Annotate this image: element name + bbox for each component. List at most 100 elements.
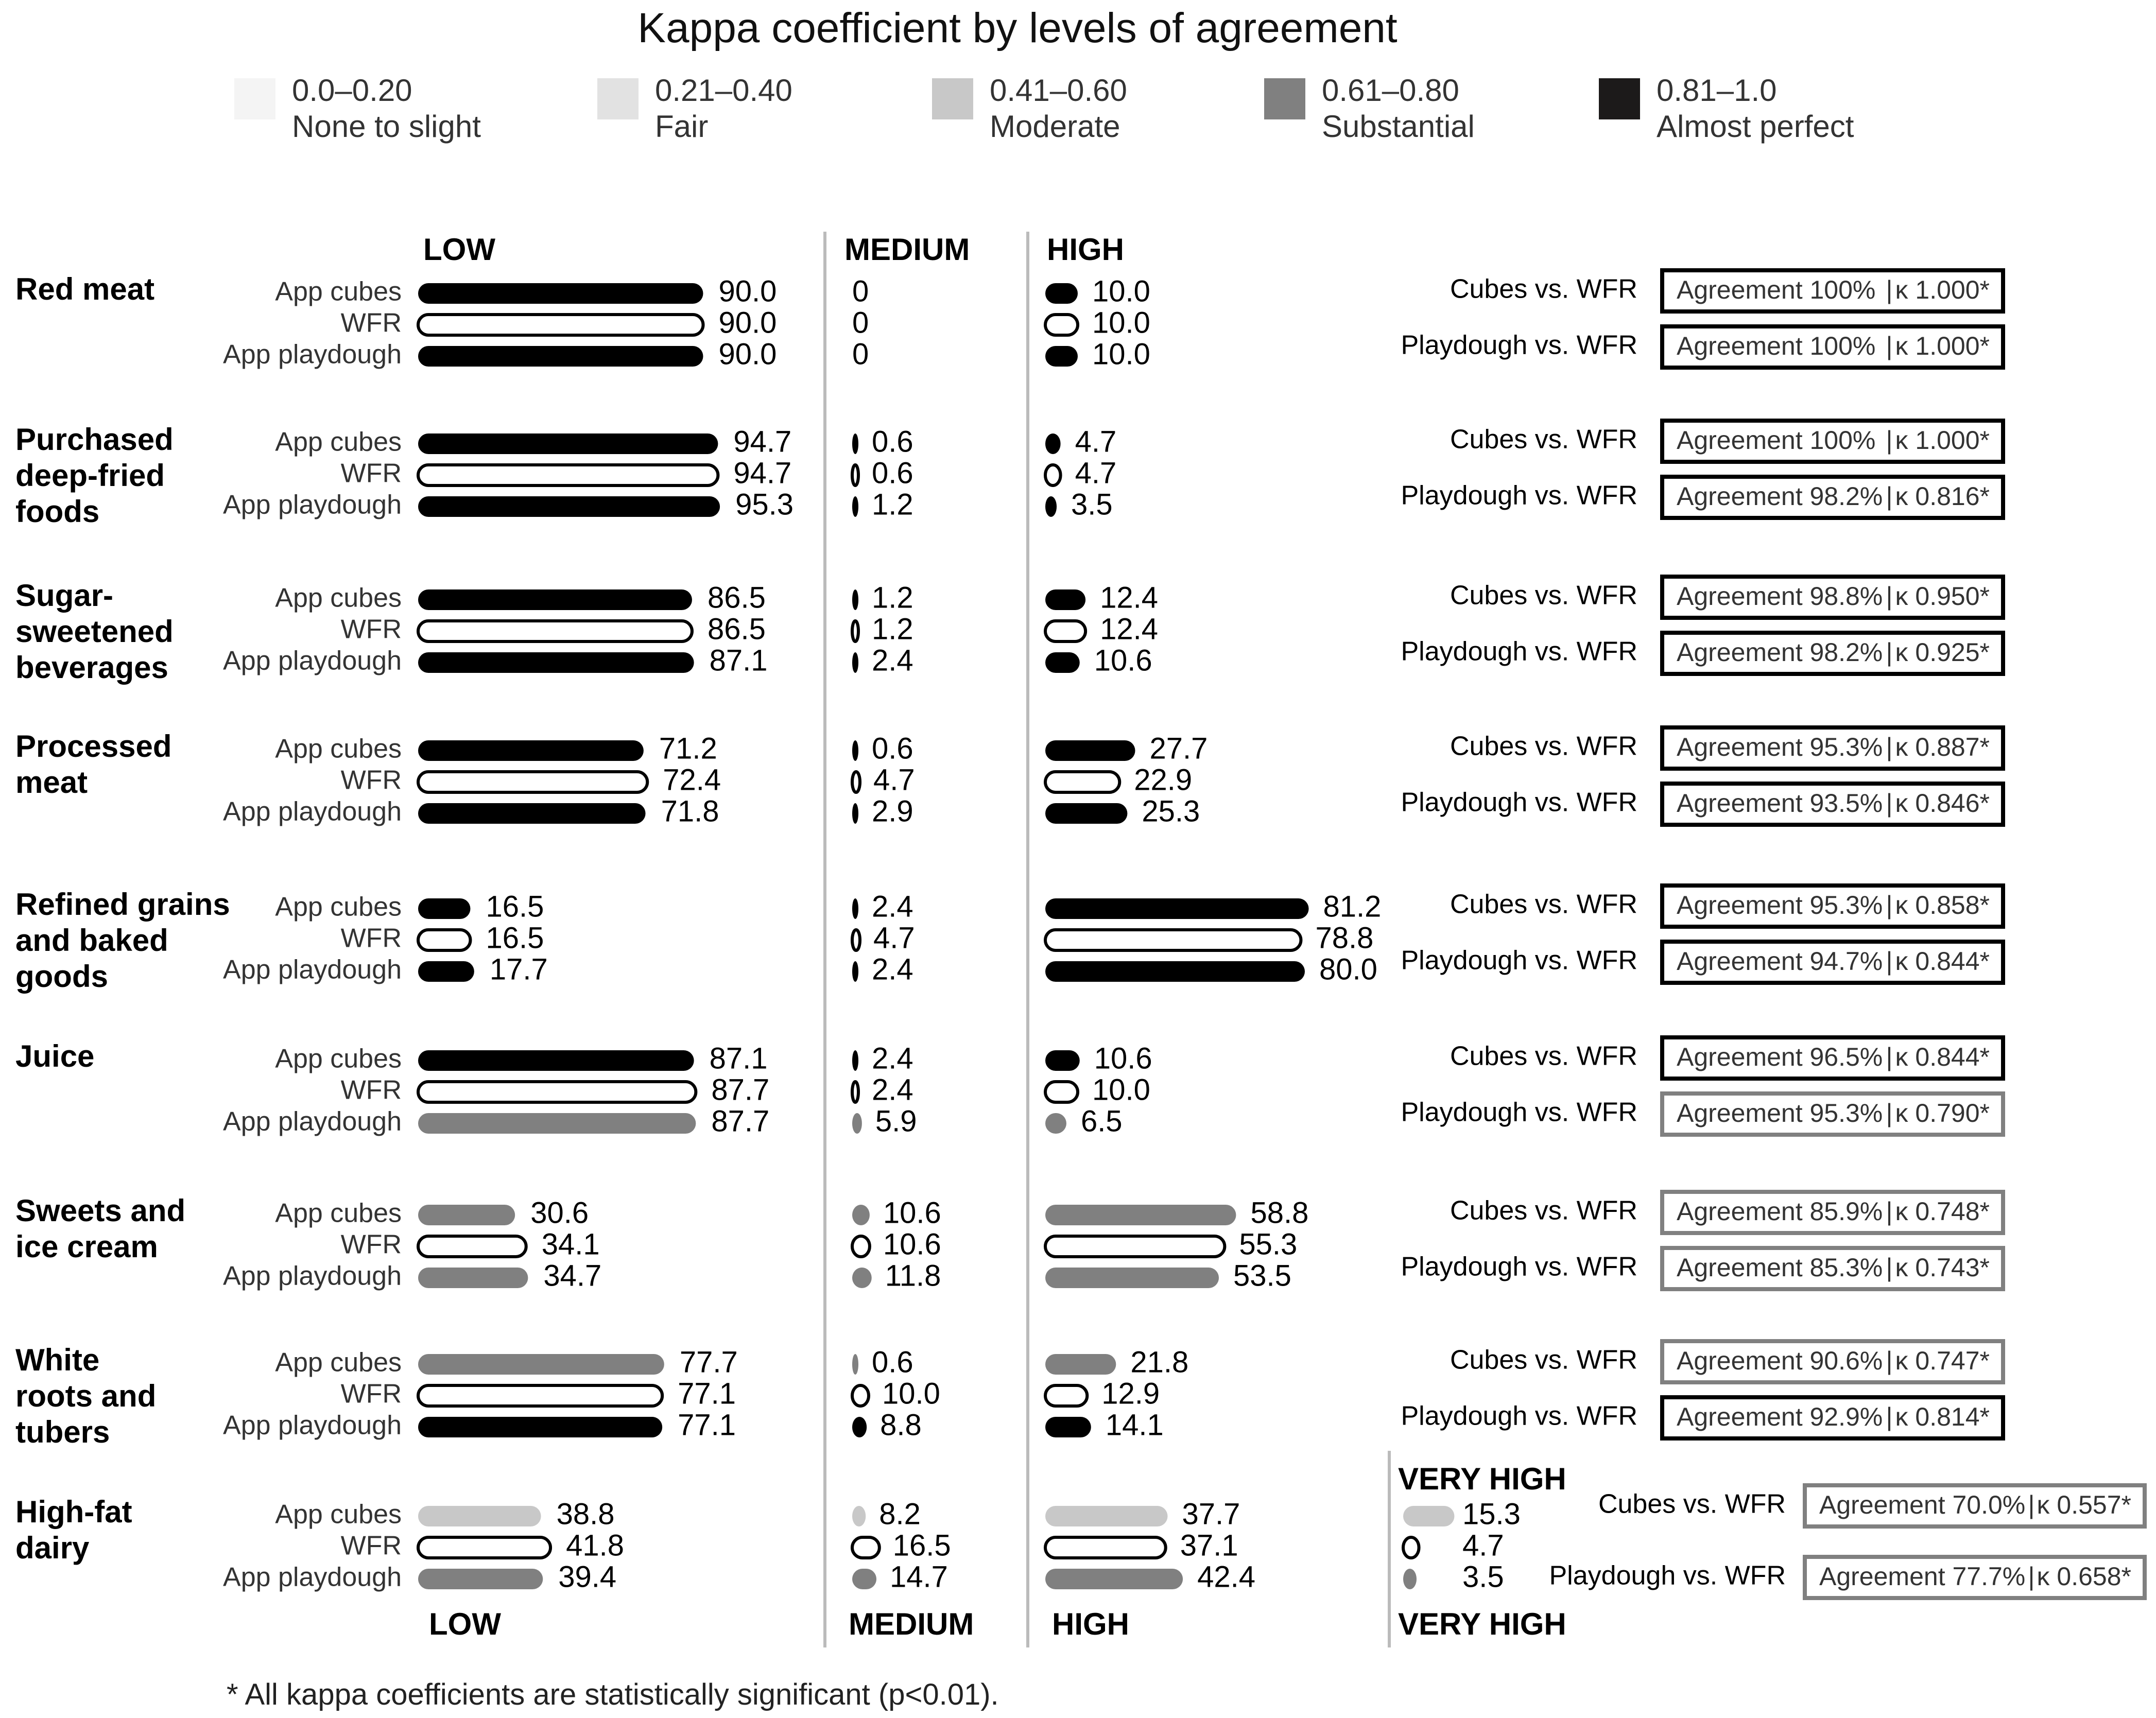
medium-value-label: 1.2 [872, 581, 913, 614]
category-name: roots and [15, 1379, 156, 1413]
kappa-text: κ 0.925* [1895, 638, 1990, 667]
low-bar [418, 496, 720, 517]
low-value-label: 41.8 [566, 1529, 624, 1562]
low-bar [417, 928, 472, 952]
kappa-text: κ 0.747* [1895, 1346, 1990, 1375]
medium-bar [852, 803, 858, 824]
medium-bar [852, 740, 858, 761]
kappa-text: κ 1.000* [1895, 426, 1990, 455]
comparison-label: Playdough vs. WFR [1401, 946, 1638, 976]
low-bar [418, 1569, 543, 1589]
category-name: Purchased [15, 422, 174, 457]
header-low: LOW [423, 232, 495, 267]
medium-bar [852, 1050, 858, 1071]
legend-swatch [932, 78, 973, 119]
agreement-text: Agreement 93.5% [1677, 789, 1883, 818]
agreement-text: Agreement 94.7% [1677, 947, 1883, 976]
kappa-text: κ 0.846* [1895, 789, 1990, 818]
kappa-text: κ 1.000* [1895, 332, 1990, 360]
medium-bar [852, 1354, 858, 1375]
chart-title: Kappa coefficient by levels of agreement [637, 5, 1398, 51]
medium-value-label: 0.6 [872, 456, 913, 490]
high-bar [1045, 1205, 1236, 1225]
high-value-label: 53.5 [1233, 1259, 1291, 1292]
legend-swatch [234, 78, 275, 119]
high-bar [1044, 928, 1303, 952]
high-value-label: 6.5 [1081, 1104, 1123, 1138]
header-high: HIGH [1047, 232, 1124, 267]
low-bar [418, 1417, 663, 1437]
medium-value-label: 0 [852, 337, 869, 371]
medium-value-label: 10.6 [883, 1196, 941, 1229]
low-bar [418, 961, 474, 982]
footer-very-high: VERY HIGH [1398, 1607, 1566, 1641]
kappa-text: κ 0.887* [1895, 733, 1990, 761]
method-label: App cubes [275, 892, 402, 922]
low-bar [417, 463, 720, 487]
low-value-label: 90.0 [719, 337, 777, 371]
medium-bar [852, 898, 858, 919]
footer-medium: MEDIUM [849, 1607, 974, 1641]
method-label: App cubes [275, 1044, 402, 1074]
medium-bar [852, 1506, 866, 1526]
agreement-text: Agreement 95.3% [1677, 891, 1883, 919]
medium-bar [852, 1569, 877, 1589]
low-value-label: 16.5 [486, 921, 544, 955]
kappa-text: κ 0.816* [1895, 482, 1990, 511]
legend-range: 0.0–0.20 [292, 73, 412, 108]
method-label: App cubes [275, 1500, 402, 1530]
agreement-text: Agreement 98.2% [1677, 638, 1883, 667]
category-name: deep-fried [15, 458, 165, 493]
high-value-label: 10.0 [1092, 337, 1150, 371]
medium-bar [851, 1235, 871, 1258]
low-bar [418, 589, 692, 610]
low-bar [418, 740, 644, 761]
low-value-label: 86.5 [708, 612, 766, 646]
low-value-label: 87.7 [711, 1104, 769, 1138]
high-bar [1045, 652, 1080, 673]
comparison-label: Cubes vs. WFR [1598, 1489, 1786, 1519]
agreement-text: Agreement 96.5% [1677, 1043, 1883, 1071]
method-label: WFR [341, 615, 402, 645]
low-bar [417, 1384, 664, 1408]
high-bar [1045, 898, 1309, 919]
agreement-text: Agreement 90.6% [1677, 1346, 1883, 1375]
separator: | [2028, 1490, 2035, 1519]
high-bar [1045, 740, 1135, 761]
medium-value-label: 2.4 [872, 890, 913, 923]
medium-bar [852, 496, 858, 517]
category-name: beverages [15, 650, 168, 685]
high-value-label: 81.2 [1323, 890, 1382, 923]
high-bar [1044, 1235, 1227, 1258]
agreement-box [1660, 324, 2005, 370]
comparison-label: Cubes vs. WFR [1450, 890, 1637, 919]
comparison-label: Playdough vs. WFR [1401, 1401, 1638, 1431]
medium-bar [852, 1205, 870, 1225]
kappa-text: κ 0.790* [1895, 1099, 1990, 1127]
low-value-label: 17.7 [490, 952, 548, 986]
low-value-label: 95.3 [735, 488, 794, 521]
low-bar [417, 1080, 698, 1104]
method-label: WFR [341, 766, 402, 795]
low-value-label: 77.1 [678, 1377, 736, 1410]
medium-bar [851, 1536, 881, 1559]
medium-value-label: 10.0 [882, 1377, 940, 1410]
high-value-label: 58.8 [1250, 1196, 1308, 1229]
high-bar [1045, 961, 1305, 982]
high-value-label: 27.7 [1150, 732, 1208, 765]
high-value-label: 21.8 [1130, 1345, 1188, 1379]
method-label: App playdough [223, 955, 402, 985]
very-high-bar [1403, 1569, 1417, 1589]
low-value-label: 87.1 [710, 644, 768, 677]
agreement-box [1660, 419, 2005, 464]
method-label: App playdough [223, 1411, 402, 1441]
legend-range: 0.41–0.60 [990, 73, 1127, 108]
low-bar [418, 283, 703, 304]
agreement-text: Agreement 85.9% [1677, 1197, 1883, 1226]
low-value-label: 16.5 [486, 890, 544, 923]
comparison-label: Playdough vs. WFR [1401, 1252, 1638, 1282]
method-label: App playdough [223, 646, 402, 676]
